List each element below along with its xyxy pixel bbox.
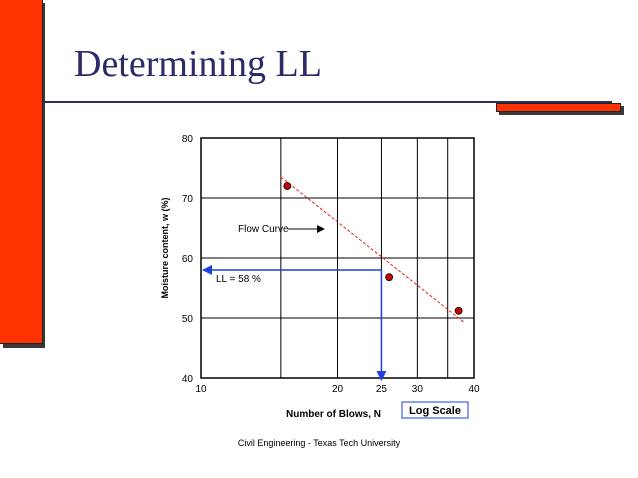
y-tick-label: 70: [182, 194, 194, 205]
x-tick-label: 25: [376, 384, 388, 395]
x-tick-labels: 10 20 25 30 40: [195, 384, 480, 395]
ll-label: LL = 58 %: [216, 274, 261, 285]
y-tick-labels: 40 50 60 70 80: [182, 134, 194, 385]
slide-title: Determining LL: [74, 43, 322, 85]
data-point: [454, 306, 463, 315]
x-axis-label: Number of Blows, N: [286, 409, 381, 420]
x-tick-label: 10: [195, 384, 207, 395]
data-point: [283, 182, 292, 190]
plot-frame: [200, 137, 475, 379]
y-tick-label: 40: [182, 374, 194, 385]
moisture-vs-blows-chart: 40 50 60 70 80 10 20 25 30 40 Flow Curve LL = 58…: [160, 134, 480, 420]
x-tick-label: 40: [468, 384, 480, 395]
y-axis-label: Moisture content, w (%): [160, 197, 170, 298]
chart-panel: 40 50 60 70 80 10 20 25 30 40 Flow Curve LL = 58…: [156, 128, 482, 424]
flow-curve-line: [280, 176, 465, 323]
x-tick-label: 30: [412, 384, 424, 395]
flow-curve-label: Flow Curve: [238, 224, 289, 235]
title-underline: [44, 101, 612, 103]
left-accent-bar: [0, 0, 43, 344]
y-tick-label: 50: [182, 314, 194, 325]
x-tick-label: 20: [332, 384, 344, 395]
title-accent-bar: [496, 103, 621, 112]
data-point: [385, 273, 394, 282]
y-tick-label: 60: [182, 254, 194, 265]
slide-footer: Civil Engineering - Texas Tech Universit…: [237, 438, 401, 448]
log-scale-box: [401, 401, 469, 419]
grid-layer: [200, 137, 475, 379]
data-points: [283, 182, 463, 315]
y-tick-label: 80: [182, 134, 194, 145]
log-scale-label: Log Scale: [409, 405, 461, 417]
